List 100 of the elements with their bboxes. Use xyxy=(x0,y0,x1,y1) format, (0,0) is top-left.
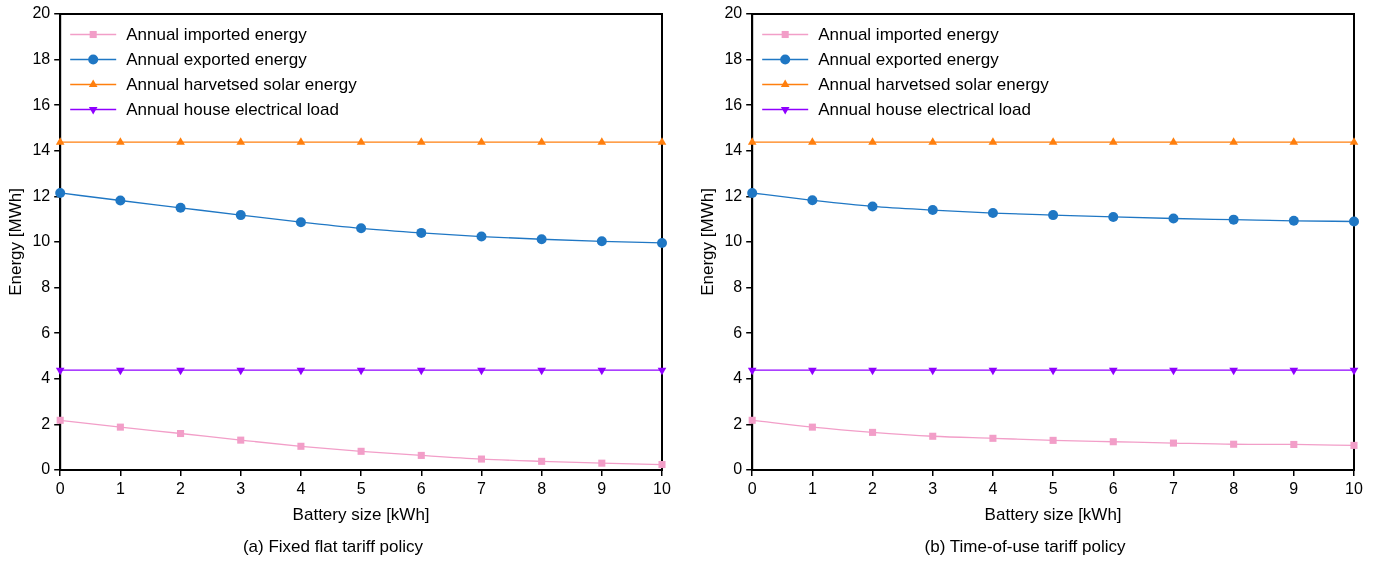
point xyxy=(657,367,667,376)
point xyxy=(477,367,486,376)
point xyxy=(987,208,998,219)
point xyxy=(747,367,757,376)
point xyxy=(55,187,66,198)
point xyxy=(116,423,124,431)
y-tick-label: 8 xyxy=(733,278,743,296)
point xyxy=(236,367,246,376)
x-tick-label: 8 xyxy=(1229,480,1239,498)
x-tick-label: 4 xyxy=(988,480,998,498)
point xyxy=(927,205,938,216)
y-tick-label: 4 xyxy=(733,369,743,387)
point xyxy=(1049,436,1057,444)
point xyxy=(1169,367,1178,376)
y-tick-label: 8 xyxy=(41,278,51,296)
point xyxy=(1108,137,1118,145)
point xyxy=(356,223,367,234)
point xyxy=(1169,439,1177,447)
y-tick-label: 10 xyxy=(724,232,743,250)
legend-label: Annual harvetsed solar energy xyxy=(126,75,358,95)
point xyxy=(537,137,546,145)
point xyxy=(538,457,546,465)
y-axis-title: Energy [MWh] xyxy=(697,188,717,296)
y-tick-label: 18 xyxy=(724,50,743,68)
point xyxy=(868,367,877,376)
point xyxy=(297,442,305,450)
point xyxy=(657,137,667,145)
point xyxy=(1169,137,1178,145)
y-axis-title: Energy [MWh] xyxy=(5,188,25,296)
text: (b) Time-of-use tariff policy xyxy=(924,537,1126,557)
point xyxy=(867,201,878,212)
point xyxy=(1109,438,1117,446)
y-tick-label: 16 xyxy=(724,95,743,113)
y-tick-label: 12 xyxy=(32,186,51,204)
point xyxy=(1289,137,1299,145)
x-tick-label: 10 xyxy=(1345,480,1363,498)
legend-label: Annual house electrical load xyxy=(818,100,1031,120)
point xyxy=(929,432,937,440)
legend-label: Annual imported energy xyxy=(126,25,308,45)
y-tick-label: 20 xyxy=(724,4,743,22)
point xyxy=(658,460,666,469)
x-tick-label: 10 xyxy=(653,480,671,498)
point xyxy=(1288,215,1299,226)
point xyxy=(928,367,938,376)
point xyxy=(928,137,938,145)
point xyxy=(989,434,997,442)
point xyxy=(1048,210,1059,221)
legend-label: Annual harvetsed solar energy xyxy=(818,75,1050,95)
point xyxy=(177,429,185,438)
point xyxy=(657,237,667,248)
y-tick-label: 6 xyxy=(733,323,743,341)
point xyxy=(416,137,426,145)
point xyxy=(296,367,306,376)
point xyxy=(1349,137,1359,145)
point xyxy=(1349,367,1359,376)
legend-label: Annual house electrical load xyxy=(126,100,339,120)
point xyxy=(988,137,998,145)
x-tick-label: 4 xyxy=(296,480,306,498)
y-tick-label: 16 xyxy=(32,95,51,113)
point xyxy=(748,416,756,424)
point xyxy=(1048,367,1058,376)
point xyxy=(988,367,998,376)
y-tick-label: 20 xyxy=(32,4,51,22)
point xyxy=(1229,137,1238,145)
point xyxy=(1048,137,1058,145)
point xyxy=(176,137,185,145)
point xyxy=(1228,214,1239,225)
point xyxy=(356,367,366,376)
point xyxy=(1229,367,1238,376)
text: (a) Fixed flat tariff policy xyxy=(242,537,424,557)
point xyxy=(115,195,126,206)
legend-label: Annual exported energy xyxy=(818,50,1000,70)
point xyxy=(1108,367,1118,376)
x-tick-label: 8 xyxy=(537,480,547,498)
point xyxy=(357,447,365,455)
point xyxy=(237,436,245,444)
x-tick-label: 3 xyxy=(928,480,938,498)
legend-label: Annual exported energy xyxy=(126,50,308,70)
point xyxy=(598,459,606,467)
x-tick-label: 0 xyxy=(55,480,65,498)
x-tick-label: 6 xyxy=(416,480,426,498)
x-tick-label: 1 xyxy=(807,480,817,498)
y-tick-label: 2 xyxy=(733,414,743,432)
point xyxy=(869,428,877,436)
point xyxy=(807,195,818,206)
y-tick-label: 18 xyxy=(32,50,51,68)
point xyxy=(417,451,425,459)
point xyxy=(1108,211,1119,222)
x-tick-label: 2 xyxy=(176,480,186,498)
point xyxy=(596,236,607,247)
x-tick-label: 5 xyxy=(1048,480,1058,498)
point xyxy=(597,137,607,145)
y-tick-label: 4 xyxy=(41,369,51,387)
x-tick-label: 1 xyxy=(115,480,125,498)
point xyxy=(236,137,246,145)
point xyxy=(295,217,306,228)
point xyxy=(808,423,816,431)
point xyxy=(476,231,487,242)
y-tick-label: 6 xyxy=(41,323,51,341)
x-tick-label: 2 xyxy=(868,480,878,498)
